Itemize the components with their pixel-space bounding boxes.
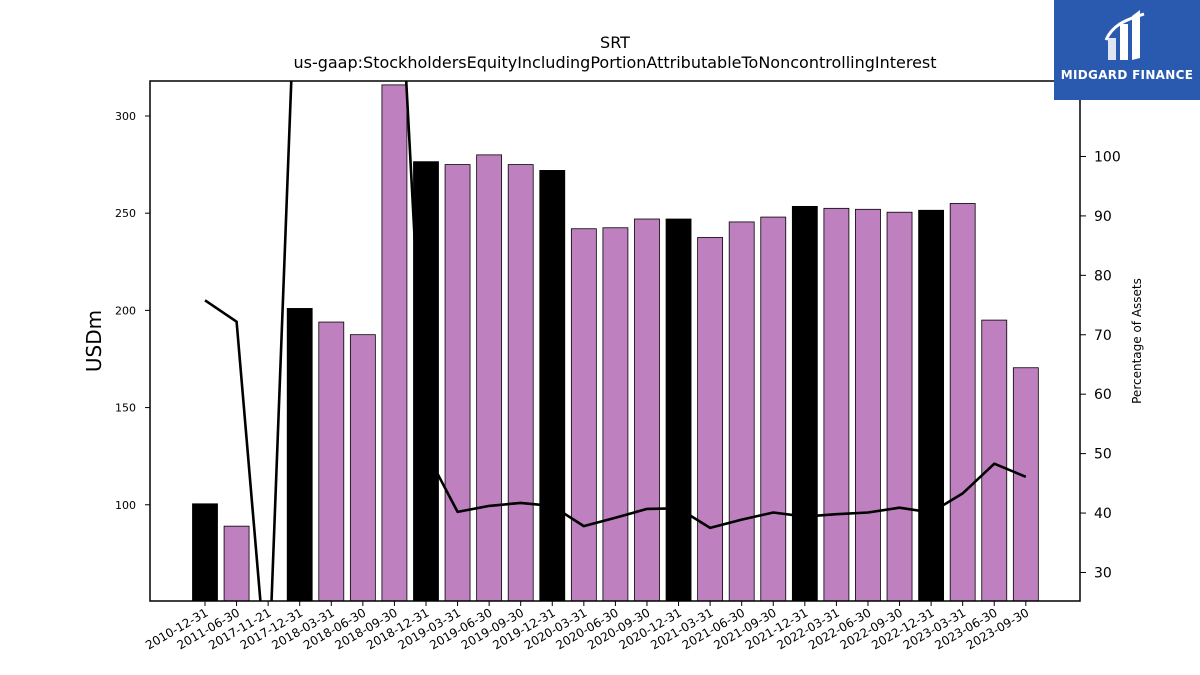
bar bbox=[223, 525, 250, 602]
bar bbox=[602, 227, 629, 602]
bar bbox=[570, 228, 597, 602]
y-tick-label: 100 bbox=[115, 499, 136, 512]
bar bbox=[918, 209, 945, 602]
bar bbox=[192, 503, 218, 602]
y2-tick-label: 80 bbox=[1094, 268, 1112, 284]
y2-tick-label: 100 bbox=[1094, 149, 1121, 165]
y2-tick-label: 60 bbox=[1094, 387, 1112, 403]
bar bbox=[697, 237, 724, 602]
bar bbox=[949, 203, 976, 602]
chart-title: SRT bbox=[600, 33, 630, 52]
chart-subtitle: us-gaap:StockholdersEquityIncludingPorti… bbox=[293, 53, 936, 72]
bar bbox=[507, 164, 534, 602]
bar bbox=[823, 207, 850, 602]
series-line bbox=[204, 81, 1027, 601]
y2-tick-label: 70 bbox=[1094, 328, 1112, 344]
y-tick-label: 250 bbox=[115, 207, 136, 220]
logo-text: MIDGARD FINANCE bbox=[1060, 68, 1194, 82]
y2-tick-label: 40 bbox=[1094, 506, 1112, 522]
y-tick-label: 200 bbox=[115, 304, 136, 317]
bar bbox=[349, 334, 376, 602]
y-tick-label: 300 bbox=[115, 110, 136, 123]
bar bbox=[413, 161, 439, 602]
bar bbox=[855, 208, 881, 602]
bar bbox=[728, 221, 755, 602]
bar bbox=[476, 154, 503, 602]
y2-tick-label: 90 bbox=[1094, 209, 1112, 225]
bar bbox=[760, 216, 787, 602]
bar bbox=[981, 319, 1008, 602]
bar bbox=[886, 211, 913, 602]
y2-tick-label: 30 bbox=[1094, 565, 1112, 581]
bar bbox=[286, 308, 313, 602]
midgard-logo-icon bbox=[1104, 10, 1145, 60]
y2-tick-label: 50 bbox=[1094, 447, 1112, 463]
bar bbox=[318, 321, 345, 602]
bar bbox=[444, 164, 471, 602]
bar bbox=[1012, 367, 1039, 602]
y-tick-label: 150 bbox=[115, 402, 136, 415]
bar bbox=[539, 170, 566, 602]
brand-logo: MIDGARD FINANCE bbox=[1054, 0, 1200, 100]
bar bbox=[791, 205, 818, 602]
bar bbox=[634, 218, 660, 602]
bar bbox=[665, 218, 692, 602]
bar bbox=[381, 84, 408, 602]
y2-axis-label: Percentage of Assets bbox=[1130, 278, 1144, 404]
y-axis-label: USDm bbox=[82, 310, 106, 372]
